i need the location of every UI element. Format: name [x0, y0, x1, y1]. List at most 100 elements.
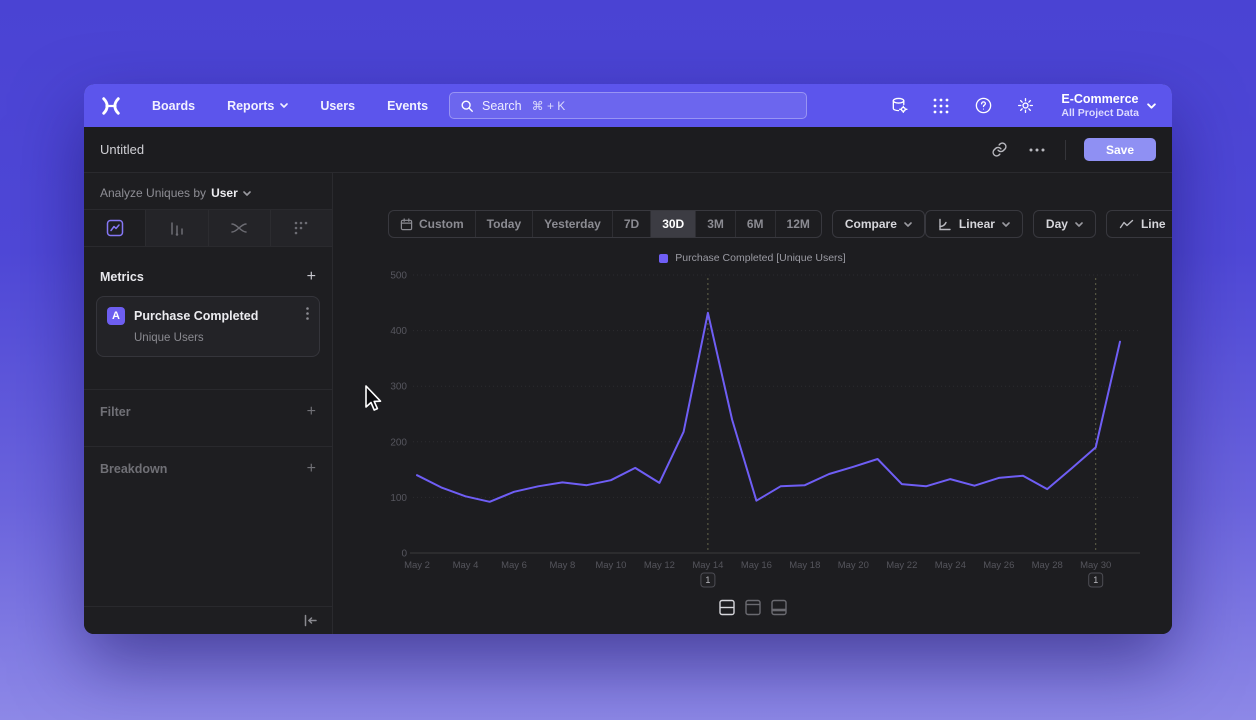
chart-legend[interactable]: Purchase Completed [Unique Users]	[333, 252, 1172, 264]
query-sidebar: Analyze Uniques by User	[84, 173, 333, 634]
chevron-down-icon	[1002, 221, 1010, 227]
save-button[interactable]: Save	[1084, 138, 1156, 161]
date-range-option[interactable]: 3M	[696, 211, 736, 237]
chevron-down-icon	[904, 221, 912, 227]
content: Analyze Uniques by User	[84, 173, 1172, 634]
date-range-option[interactable]: 7D	[613, 211, 652, 237]
help-icon[interactable]	[973, 96, 993, 116]
report-title[interactable]: Untitled	[100, 142, 145, 157]
chevron-down-icon	[1147, 102, 1156, 109]
app-window: Boards Reports Users Events	[84, 84, 1172, 634]
nav-item[interactable]: Users	[320, 98, 356, 113]
breakdown-section[interactable]: Breakdown +	[84, 447, 332, 491]
nav-item[interactable]: Reports	[227, 99, 289, 113]
share-link-icon[interactable]	[989, 140, 1009, 160]
tab-retention[interactable]	[270, 210, 332, 246]
date-range-option[interactable]: 6M	[736, 211, 776, 237]
metrics-label: Metrics	[100, 270, 144, 284]
svg-text:May 28: May 28	[1032, 560, 1063, 571]
divider	[84, 389, 332, 390]
sidebar-footer	[84, 606, 332, 634]
svg-text:May 24: May 24	[935, 560, 966, 571]
svg-text:1: 1	[1093, 575, 1098, 585]
analyze-value: User	[211, 186, 238, 200]
metric-name: Purchase Completed	[134, 309, 259, 323]
date-range-selector: Custom Today	[388, 210, 822, 238]
layout-top-icon[interactable]	[744, 599, 761, 616]
add-breakdown-button[interactable]: +	[306, 460, 316, 477]
divider	[1065, 139, 1066, 160]
svg-text:May 2: May 2	[404, 560, 430, 571]
svg-text:200: 200	[390, 437, 407, 448]
primary-nav: Boards Reports Users Events	[152, 99, 428, 113]
add-filter-button[interactable]: +	[306, 403, 316, 420]
search-input[interactable]: Search ⌘ + K	[449, 92, 807, 119]
line-chart[interactable]: 1 1 0 100 200 300 400 500 May 2 May 4 May 6 May 8 Ma…	[333, 243, 1172, 608]
chart-panel: Custom Today	[333, 173, 1172, 634]
chart-type-dropdown[interactable]: Line	[1105, 210, 1172, 238]
svg-text:400: 400	[390, 326, 407, 337]
chevron-down-icon	[1075, 221, 1083, 227]
nav-item[interactable]: Events	[387, 98, 429, 113]
report-titlebar: Untitled Save	[84, 127, 1172, 173]
project-name: E-Commerce	[1061, 91, 1139, 106]
date-range-option[interactable]: Today	[476, 211, 534, 237]
date-range-option[interactable]: 12M	[776, 211, 821, 237]
svg-text:May 12: May 12	[644, 560, 675, 571]
analyze-uniques-selector[interactable]: Analyze Uniques by User	[84, 173, 332, 209]
date-range-option[interactable]: Yesterday	[533, 211, 613, 237]
compare-button[interactable]: Compare	[831, 210, 925, 238]
add-metric-button[interactable]: +	[306, 268, 316, 285]
legend-swatch	[659, 253, 669, 263]
top-navbar: Boards Reports Users Events	[84, 84, 1172, 127]
metric-subtitle[interactable]: Unique Users	[134, 332, 204, 344]
svg-text:100: 100	[390, 493, 407, 504]
divider	[84, 446, 332, 447]
apps-grid-icon[interactable]	[931, 96, 951, 116]
chart-toolbar: Custom Today	[333, 210, 1172, 238]
layout-switcher	[718, 599, 787, 616]
project-switcher[interactable]: E-Commerce All Project Data	[1061, 91, 1156, 119]
svg-text:May 20: May 20	[838, 560, 869, 571]
svg-text:May 16: May 16	[741, 560, 772, 571]
chevron-down-icon	[242, 190, 251, 196]
search-placeholder: Search	[482, 98, 522, 113]
metric-card[interactable]: A Purchase Completed Unique Users	[96, 296, 320, 357]
svg-text:1: 1	[705, 575, 710, 585]
date-range-option[interactable]: 30D	[651, 211, 697, 237]
navbar-right: E-Commerce All Project Data	[889, 91, 1156, 119]
date-range-option[interactable]: Custom	[389, 211, 476, 237]
svg-text:500: 500	[390, 271, 407, 282]
more-options-icon[interactable]	[1027, 140, 1047, 160]
layout-split-icon[interactable]	[718, 599, 735, 616]
layout-bottom-icon[interactable]	[770, 599, 787, 616]
line-chart-icon	[1119, 219, 1134, 229]
svg-text:0: 0	[401, 549, 407, 560]
metrics-section-header: Metrics +	[84, 269, 332, 285]
scale-dropdown[interactable]: Linear	[924, 210, 1023, 238]
data-management-icon[interactable]	[889, 96, 909, 116]
svg-text:May 8: May 8	[549, 560, 575, 571]
tab-funnels[interactable]	[146, 210, 209, 246]
metric-menu-icon[interactable]	[306, 307, 309, 325]
report-type-tabs	[84, 209, 332, 247]
svg-text:May 6: May 6	[501, 560, 527, 571]
tab-flows[interactable]	[208, 210, 271, 246]
title-actions: Save	[989, 138, 1156, 161]
svg-text:300: 300	[390, 382, 407, 393]
axis-scale-icon	[939, 218, 951, 230]
svg-text:May 26: May 26	[983, 560, 1014, 571]
tab-insights[interactable]	[84, 210, 147, 246]
settings-gear-icon[interactable]	[1015, 96, 1035, 116]
filter-section[interactable]: Filter +	[84, 390, 332, 434]
svg-text:May 10: May 10	[595, 560, 626, 571]
collapse-sidebar-icon[interactable]	[303, 614, 318, 627]
granularity-dropdown[interactable]: Day	[1032, 210, 1096, 238]
nav-item[interactable]: Boards	[152, 98, 196, 113]
svg-text:May 22: May 22	[886, 560, 917, 571]
mixpanel-logo[interactable]	[100, 96, 126, 116]
breakdown-label: Breakdown	[100, 462, 168, 476]
filter-label: Filter	[100, 405, 131, 419]
search-shortcut: ⌘ + K	[531, 98, 566, 113]
